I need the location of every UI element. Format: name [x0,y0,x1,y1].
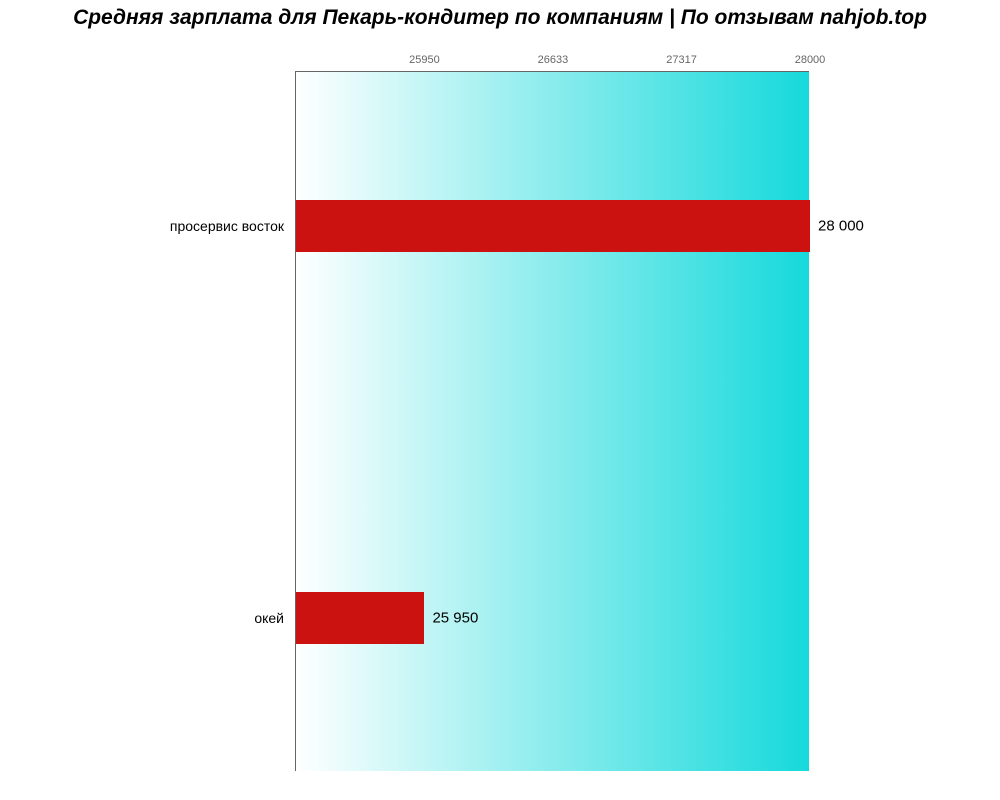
bar-value-label: 28 000 [818,218,864,235]
x-tick-label: 25950 [409,54,440,66]
x-tick-label: 28000 [795,54,826,66]
bar: 25 950 [296,592,424,644]
y-axis-label: просервис восток [170,218,284,234]
plot-area: 2595026633273172800028 000просервис вост… [295,71,809,771]
bar: 28 000 [296,200,810,252]
x-tick-label: 26633 [538,54,569,66]
chart-title: Средняя зарплата для Пекарь-кондитер по … [0,6,1000,30]
x-tick-label: 27317 [666,54,697,66]
y-axis-label: окей [254,610,284,626]
bar-value-label: 25 950 [432,610,478,627]
